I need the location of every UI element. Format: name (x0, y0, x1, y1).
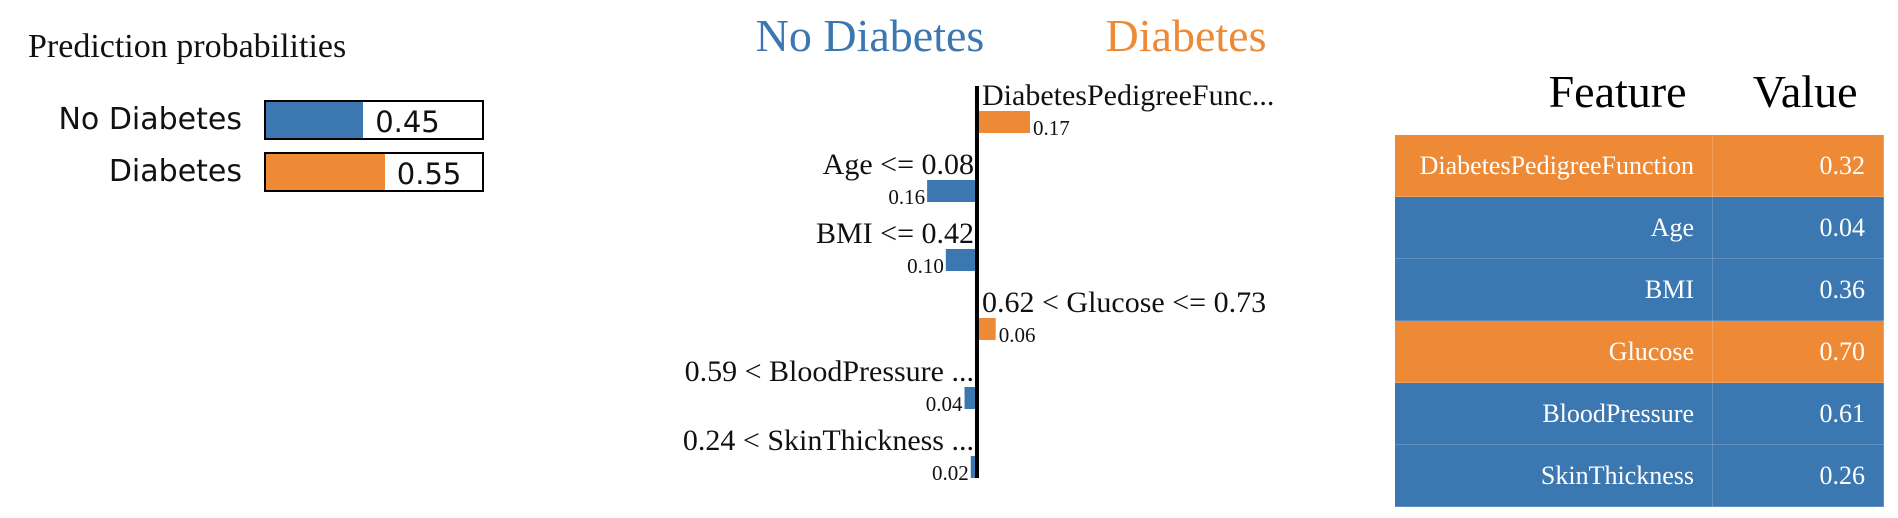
contribution-bar (964, 387, 977, 409)
probability-label: Diabetes (108, 154, 242, 189)
table-row: Age 0.04 (1394, 196, 1884, 259)
class-header-diabetes: Diabetes (1106, 10, 1267, 61)
probability-bar-frame: 0.55 (264, 152, 484, 192)
table-header-row: Feature Value (1395, 48, 1884, 135)
table-row: BloodPressure 0.61 (1394, 382, 1884, 445)
probability-row: No Diabetes 0.45 (0, 100, 490, 144)
contribution-value-label: 0.16 (888, 185, 925, 209)
feature-condition-label: 0.59 < BloodPressure ... (685, 355, 974, 388)
table-cell-feature: BloodPressure (1394, 382, 1713, 445)
contribution-value-label: 0.02 (932, 461, 969, 485)
table-cell-value: 0.32 (1712, 134, 1884, 197)
table-row: BMI 0.36 (1394, 258, 1884, 321)
contribution-bar (977, 318, 996, 340)
contribution-value-label: 0.10 (907, 254, 944, 278)
probability-value: 0.45 (375, 105, 440, 139)
feature-contribution-chart: No Diabetes Diabetes DiabetesPedigreeFun… (683, 10, 1275, 485)
feature-value-table: Feature Value DiabetesPedigreeFunction 0.… (1394, 48, 1884, 507)
contribution-bar (945, 249, 977, 271)
contribution-bar (977, 111, 1030, 133)
table-cell-value: 0.04 (1712, 196, 1884, 259)
contribution-value-label: 0.06 (999, 323, 1036, 347)
prediction-probabilities-title: Prediction probabilities (28, 28, 347, 65)
table-cell-value: 0.61 (1712, 382, 1884, 445)
table-row: SkinThickness 0.26 (1394, 444, 1884, 507)
table-header-value: Value (1752, 66, 1858, 117)
feature-condition-label: 0.24 < SkinThickness ... (683, 424, 974, 457)
contribution-value-label: 0.17 (1033, 116, 1070, 140)
feature-condition-label: DiabetesPedigreeFunc... (982, 79, 1274, 112)
table-cell-value: 0.36 (1712, 258, 1884, 321)
probability-label: No Diabetes (58, 102, 242, 137)
table-header-feature: Feature (1548, 66, 1687, 117)
feature-condition-label: 0.62 < Glucose <= 0.73 (982, 286, 1266, 319)
contribution-bar (927, 180, 977, 202)
table-cell-value: 0.70 (1712, 320, 1884, 383)
table-cell-feature: DiabetesPedigreeFunction (1394, 134, 1713, 197)
class-header-no-diabetes: No Diabetes (756, 10, 985, 61)
feature-condition-label: BMI <= 0.42 (816, 217, 974, 250)
table-cell-value: 0.26 (1712, 444, 1884, 507)
table-cell-feature: SkinThickness (1394, 444, 1713, 507)
contribution-value-label: 0.04 (926, 392, 963, 416)
table-cell-feature: Age (1394, 196, 1713, 259)
probability-bar-frame: 0.45 (264, 100, 484, 140)
probability-bar-fill (266, 154, 385, 190)
table-row: DiabetesPedigreeFunction 0.32 (1394, 134, 1884, 197)
table-cell-feature: Glucose (1394, 320, 1713, 383)
probability-bar-fill (266, 102, 364, 138)
feature-condition-label: Age <= 0.08 (823, 148, 974, 181)
table-row: Glucose 0.70 (1394, 320, 1884, 383)
table-cell-feature: BMI (1394, 258, 1713, 321)
probability-value: 0.55 (396, 157, 462, 191)
probability-row: Diabetes 0.55 (0, 152, 490, 196)
contribution-bar (970, 456, 977, 478)
